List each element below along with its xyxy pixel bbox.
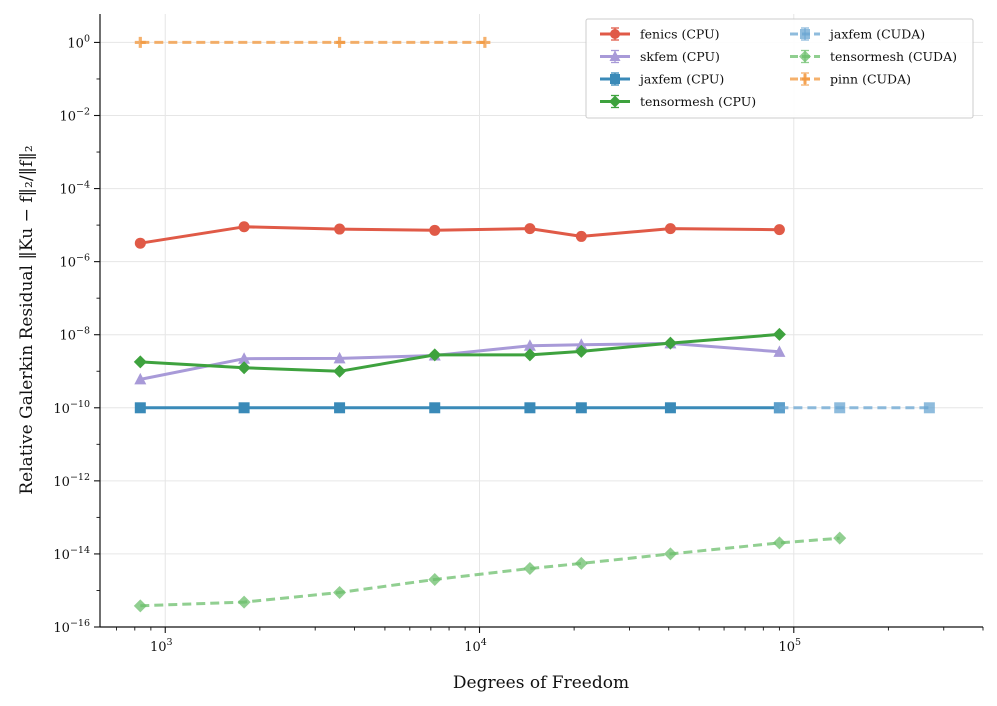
- x-tick-label: 103: [150, 637, 173, 655]
- data-point-tensormesh-cuda: [663, 547, 677, 561]
- data-point-skfem-cpu: [238, 352, 251, 364]
- data-point-jaxfem-cuda: [923, 402, 935, 414]
- y-tick-label: 10−2: [59, 107, 90, 125]
- legend-item-tensormesh-cuda: tensormesh (CUDA): [790, 49, 957, 64]
- series-jaxfem-cuda: [773, 402, 935, 414]
- data-point-skfem-cpu: [134, 372, 147, 385]
- y-tick-label: 10−6: [59, 253, 90, 271]
- data-point-skfem-cpu: [523, 339, 536, 351]
- data-point-tensormesh-cpu: [523, 348, 537, 362]
- data-point-tensormesh-cpu: [772, 327, 786, 341]
- legend-item-jaxfem-cpu: jaxfem (CPU): [600, 72, 724, 87]
- legend-marker: [610, 74, 620, 84]
- data-point-tensormesh-cuda: [833, 531, 847, 545]
- data-point-tensormesh-cuda: [523, 561, 537, 575]
- data-point-jaxfem-cuda: [773, 402, 785, 414]
- legend-label: fenics (CPU): [640, 27, 720, 42]
- data-point-jaxfem-cpu: [524, 402, 536, 414]
- legend-marker: [609, 95, 621, 108]
- legend-marker: [799, 50, 811, 63]
- legend-item-fenics-cpu: fenics (CPU): [600, 27, 720, 42]
- y-tick-label: 10−4: [59, 180, 90, 198]
- data-point-tensormesh-cpu: [428, 348, 442, 362]
- series-fenics-cpu: [134, 221, 785, 249]
- y-tick-label: 10−8: [59, 326, 90, 344]
- data-point-tensormesh-cuda: [574, 556, 588, 570]
- legend-label: skfem (CPU): [640, 49, 720, 64]
- data-point-jaxfem-cpu: [238, 402, 250, 414]
- data-point-pinn-cuda: [479, 36, 491, 48]
- data-point-jaxfem-cuda: [834, 402, 846, 414]
- axes: [99, 14, 983, 628]
- series-jaxfem-cpu: [134, 402, 785, 414]
- legend-item-pinn-cuda: pinn (CUDA): [790, 72, 911, 87]
- legend-marker: [800, 29, 810, 39]
- series-tensormesh-cpu: [133, 327, 786, 378]
- legend-label: jaxfem (CUDA): [828, 27, 925, 42]
- data-point-tensormesh-cpu: [333, 364, 347, 378]
- y-tick-label: 10−12: [53, 472, 90, 490]
- y-tick-label: 10−10: [53, 399, 90, 417]
- y-tick-label: 10−14: [53, 545, 90, 563]
- x-axis-label: Degrees of Freedom: [453, 673, 629, 693]
- legend-label: tensormesh (CPU): [640, 94, 756, 109]
- y-tick-label: 10−16: [53, 618, 90, 636]
- data-point-tensormesh-cuda: [133, 599, 147, 613]
- legend-frame: [585, 18, 974, 119]
- data-point-fenics-cpu: [575, 230, 587, 242]
- data-point-fenics-cpu: [334, 223, 346, 235]
- x-tick-label: 105: [778, 637, 801, 655]
- y-tick-label: 100: [67, 33, 90, 51]
- data-point-tensormesh-cuda: [237, 595, 251, 609]
- series-pinn-cuda: [134, 36, 491, 48]
- legend: fenics (CPU) skfem (CPU) jaxfem (CPU) tenso…: [585, 18, 974, 119]
- data-point-fenics-cpu: [134, 237, 146, 249]
- data-point-jaxfem-cpu: [134, 402, 146, 414]
- legend-item-skfem-cpu: skfem (CPU): [600, 49, 720, 64]
- legend-item-tensormesh-cpu: tensormesh (CPU): [600, 94, 756, 109]
- data-point-jaxfem-cpu: [575, 402, 587, 414]
- legend-marker: [610, 29, 620, 39]
- ticks: 103 104 105 100 10−2 10−4 10−6 10−8 10−10 10−12 10…: [53, 33, 984, 655]
- legend-label: jaxfem (CPU): [638, 72, 724, 87]
- legend-label: pinn (CUDA): [830, 72, 911, 87]
- data-point-jaxfem-cpu: [664, 402, 676, 414]
- x-tick-label: 104: [464, 637, 487, 655]
- data-point-tensormesh-cpu: [133, 355, 147, 369]
- series-skfem-cpu: [134, 336, 786, 385]
- data-point-tensormesh-cuda: [772, 536, 786, 550]
- data-point-tensormesh-cpu: [237, 361, 251, 375]
- data-point-jaxfem-cpu: [334, 402, 346, 414]
- data-point-pinn-cuda: [134, 36, 146, 48]
- legend-label: tensormesh (CUDA): [830, 49, 957, 64]
- data-point-fenics-cpu: [773, 224, 785, 236]
- series-line-tensormesh-cpu: [140, 332, 780, 373]
- series-tensormesh-cuda: [133, 531, 847, 613]
- data-point-pinn-cuda: [334, 36, 346, 48]
- data-point-fenics-cpu: [429, 224, 441, 236]
- data-point-skfem-cpu: [575, 338, 588, 350]
- data-point-skfem-cpu: [333, 351, 346, 364]
- data-point-tensormesh-cpu: [574, 344, 588, 358]
- series-group: [133, 36, 935, 613]
- series-line-skfem-cpu: [140, 341, 780, 381]
- series-line-fenics-cpu: [140, 225, 780, 245]
- data-point-tensormesh-cuda: [333, 585, 347, 599]
- legend-marker: [800, 74, 810, 84]
- data-point-tensormesh-cuda: [428, 572, 442, 586]
- data-point-jaxfem-cpu: [429, 402, 441, 414]
- data-point-skfem-cpu: [773, 345, 786, 357]
- series-line-tensormesh-cuda: [140, 536, 840, 608]
- y-axis-label: Relative Galerkin Residual ‖Ku − f‖₂/‖f‖…: [17, 145, 37, 494]
- data-point-fenics-cpu: [524, 223, 536, 235]
- data-point-fenics-cpu: [238, 221, 250, 233]
- legend-marker: [609, 50, 621, 61]
- legend-item-jaxfem-cuda: jaxfem (CUDA): [790, 27, 925, 42]
- data-point-fenics-cpu: [664, 223, 676, 235]
- data-point-tensormesh-cpu: [663, 336, 677, 350]
